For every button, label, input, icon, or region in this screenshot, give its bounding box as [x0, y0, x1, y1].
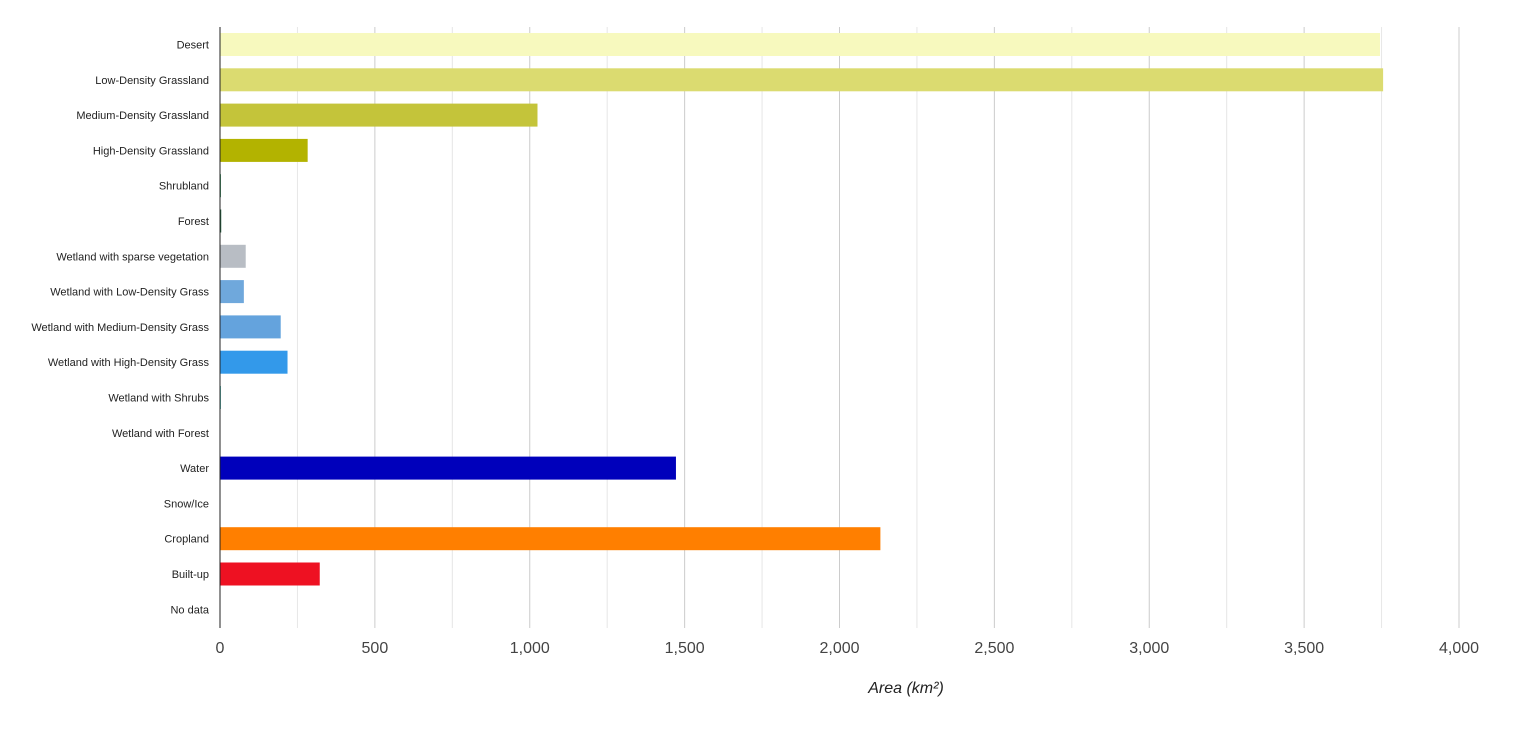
bar-high-density-grassland[interactable] [220, 138, 308, 162]
bar-water[interactable] [220, 456, 676, 480]
x-tick-label: 1,000 [510, 640, 550, 657]
x-tick-label: 500 [362, 640, 389, 657]
bar-wetland-with-medium-density-grass[interactable] [220, 315, 281, 339]
bar-wetland-with-low-density-grass[interactable] [220, 280, 244, 304]
bar-medium-density-grassland[interactable] [220, 103, 538, 127]
bar-wetland-with-high-density-grass[interactable] [220, 350, 288, 374]
x-tick-label: 1,500 [665, 640, 705, 657]
bar-wetland-with-sparse-vegetation[interactable] [220, 244, 246, 268]
category-label: Desert [177, 40, 209, 52]
category-label: Built-up [172, 569, 209, 581]
x-tick-label: 4,000 [1439, 640, 1479, 657]
x-tick-label: 2,000 [819, 640, 859, 657]
category-label: No data [170, 604, 209, 616]
category-label: Low-Density Grassland [95, 75, 209, 87]
category-label: Wetland with High-Density Grass [48, 357, 210, 369]
x-tick-label: 2,500 [974, 640, 1014, 657]
category-label: Shrubland [159, 181, 209, 193]
bar-forest[interactable] [220, 209, 222, 233]
grid-lines [296, 27, 1460, 628]
category-label: Cropland [164, 534, 209, 546]
bar-cropland[interactable] [220, 527, 881, 551]
category-label: Forest [178, 216, 209, 228]
x-tick-label: 3,000 [1129, 640, 1169, 657]
bar-built-up[interactable] [220, 562, 320, 586]
bars [220, 33, 1384, 586]
category-label: High-Density Grassland [93, 145, 209, 157]
x-tick-label: 3,500 [1284, 640, 1324, 657]
category-label: Wetland with Low-Density Grass [50, 287, 209, 299]
category-label: Water [180, 463, 209, 475]
category-label: Wetland with Medium-Density Grass [31, 322, 209, 334]
category-label: Wetland with sparse vegetation [56, 251, 209, 263]
x-axis-title: Area (km²) [867, 680, 944, 697]
bar-desert[interactable] [220, 33, 1381, 56]
category-label: Wetland with Shrubs [108, 393, 209, 405]
category-labels: Desert Low-Density Grassland Medium-Densit… [31, 40, 210, 617]
category-label: Wetland with Forest [112, 428, 209, 440]
x-tick-label: 0 [216, 640, 225, 657]
x-tick-labels: 0 500 1,000 1,500 2,000 2,500 3,000 3,500 4,000 [216, 640, 1480, 657]
bar-low-density-grassland[interactable] [220, 68, 1384, 92]
category-label: Snow/Ice [164, 498, 209, 510]
category-label: Medium-Density Grassland [76, 110, 209, 122]
